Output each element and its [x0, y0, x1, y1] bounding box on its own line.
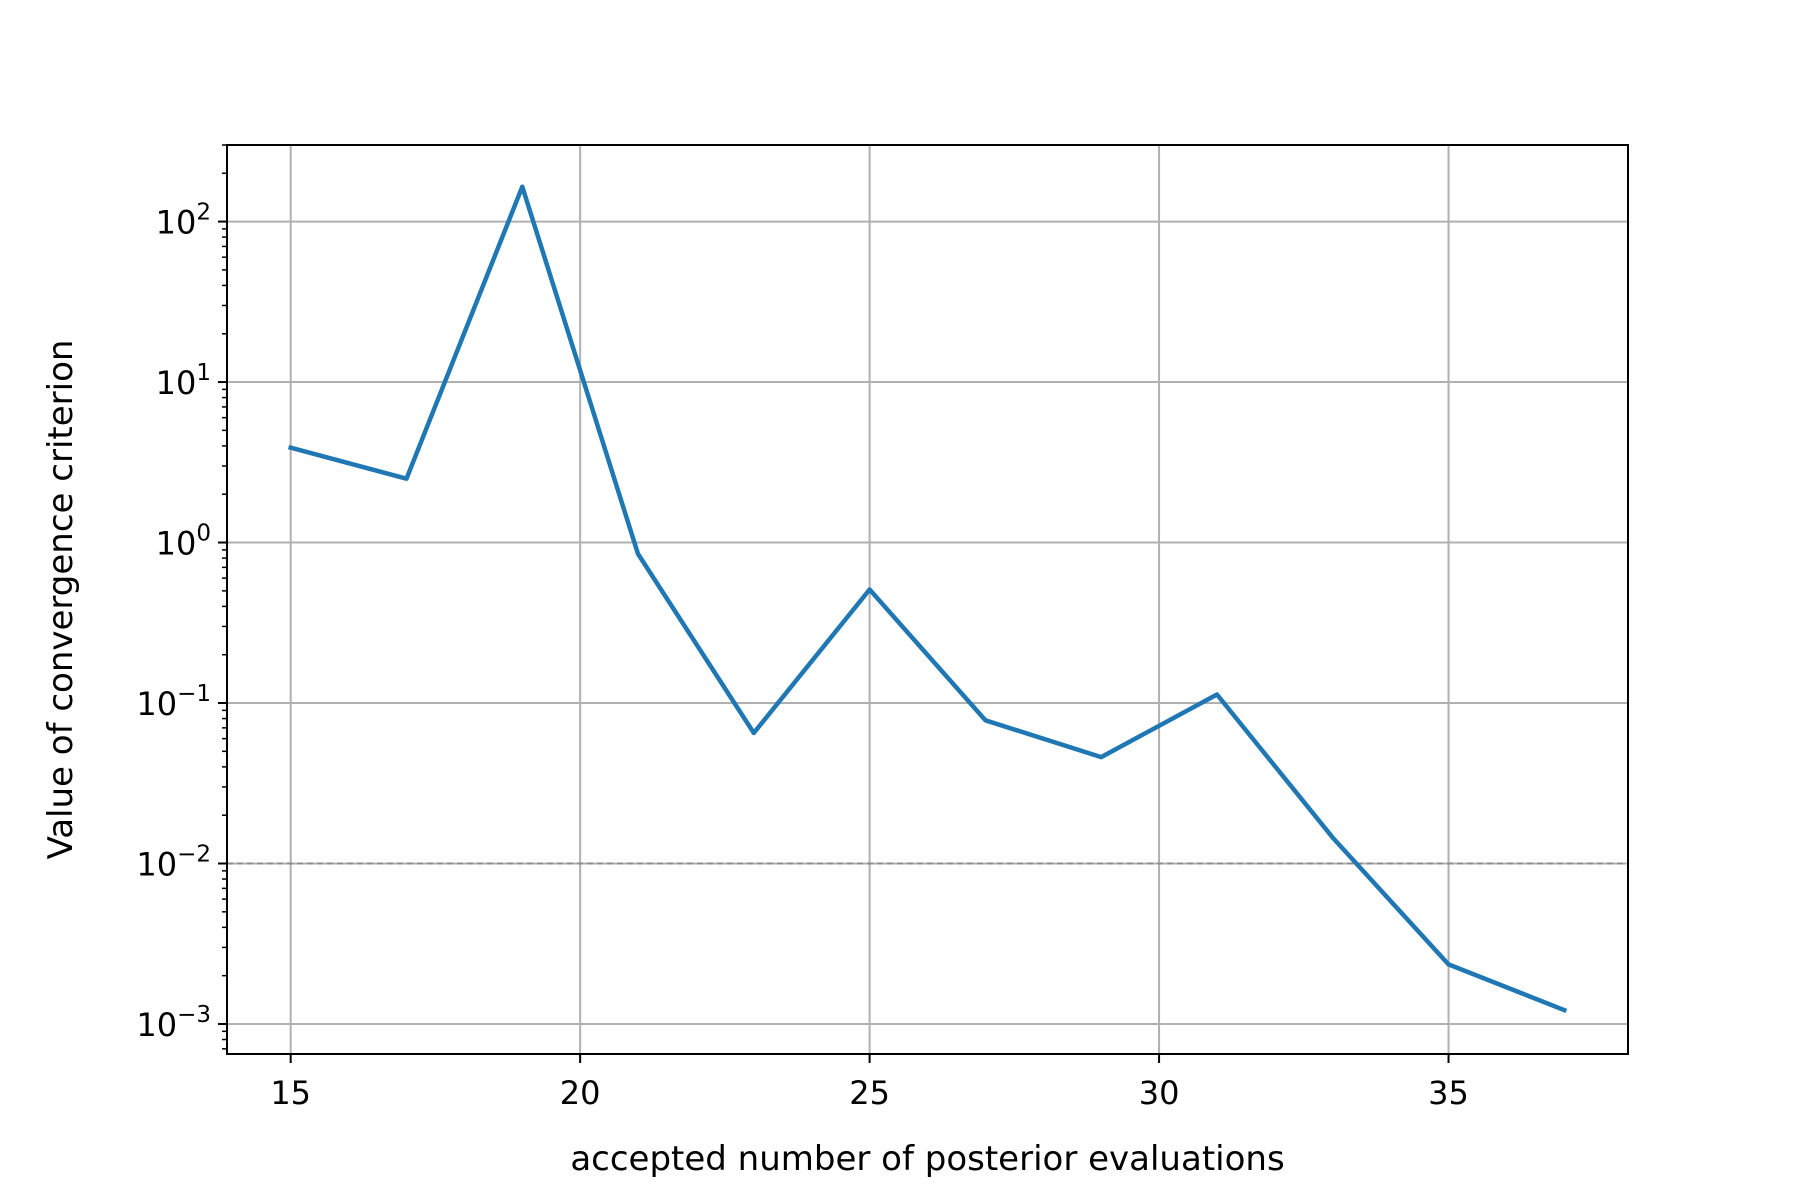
y-tick-base: 10	[136, 845, 177, 883]
y-tick-base: 10	[156, 364, 197, 402]
x-tick-label: 35	[1428, 1074, 1469, 1112]
y-tick-exponent: 2	[196, 200, 211, 226]
y-tick-label: 101	[156, 360, 211, 402]
y-tick-base: 10	[136, 1006, 177, 1044]
y-tick-base: 10	[156, 525, 197, 563]
y-tick-base: 10	[136, 685, 177, 723]
x-tick-label: 15	[270, 1074, 311, 1112]
y-tick-exponent: 1	[196, 360, 211, 386]
x-tick-label: 20	[560, 1074, 601, 1112]
y-tick-label: 102	[156, 200, 211, 242]
y-tick-exponent: −1	[177, 681, 211, 707]
x-axis-label: accepted number of posterior evaluations	[570, 1139, 1284, 1179]
grid	[227, 145, 1628, 1054]
y-tick-label: 100	[156, 521, 211, 563]
x-tick-label: 30	[1139, 1074, 1180, 1112]
series-line	[287, 184, 1568, 1014]
y-tick-base: 10	[156, 204, 197, 242]
y-tick-label: 10−3	[136, 1002, 211, 1044]
y-axis-label: Value of convergence criterion	[41, 340, 81, 860]
x-tick-label: 25	[849, 1074, 890, 1112]
y-tick-exponent: 0	[196, 521, 211, 547]
y-tick-label: 10−2	[136, 841, 211, 883]
series-group	[287, 184, 1568, 1014]
plot-frame	[226, 144, 1629, 1055]
y-tick-label: 10−1	[136, 681, 211, 723]
y-tick-exponent: −3	[177, 1002, 211, 1028]
y-tick-exponent: −2	[177, 841, 211, 867]
